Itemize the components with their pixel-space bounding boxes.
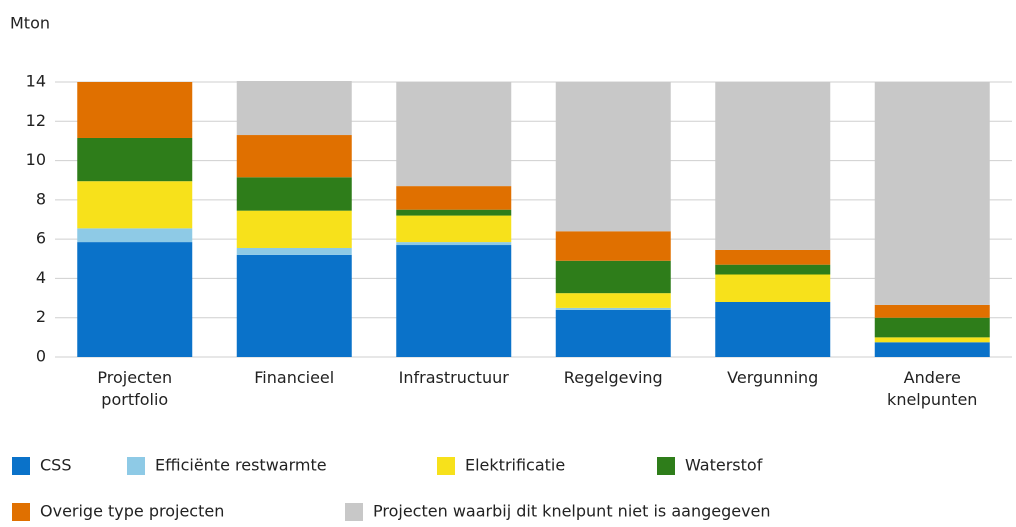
bar-segment <box>236 81 352 136</box>
bar-segment <box>555 231 671 261</box>
y-tick-label: 12 <box>26 111 46 130</box>
bar-segment <box>236 247 352 255</box>
x-tick-label: Infrastructuur <box>399 368 510 387</box>
y-tick-label: 14 <box>26 72 46 91</box>
bar-segment <box>77 137 193 182</box>
legend-label: Efficiënte restwarmte <box>155 456 327 475</box>
y-axis-label: Mton <box>10 14 50 33</box>
bar-segment <box>396 186 512 210</box>
legend-label: Elektrificatie <box>465 456 565 475</box>
bar-segment <box>874 317 990 338</box>
legend-label: Projecten waarbij dit knelpunt niet is a… <box>373 502 771 521</box>
y-tick-label: 4 <box>36 268 46 287</box>
legend-swatch <box>12 503 30 521</box>
bar-segment <box>77 82 193 138</box>
bar-segment <box>874 337 990 343</box>
legend-label: Waterstof <box>685 456 763 475</box>
bar-segment <box>77 228 193 243</box>
x-tick-label: Regelgeving <box>564 368 663 387</box>
x-tick-label: Andere knelpunten <box>887 368 977 409</box>
bar-segment <box>555 260 671 294</box>
bar-segment <box>555 309 671 357</box>
y-tick-label: 2 <box>36 307 46 326</box>
y-tick-label: 8 <box>36 189 46 208</box>
bar-segment <box>236 135 352 178</box>
bar-segment <box>555 82 671 232</box>
bar-segment <box>77 181 193 229</box>
bar-segment <box>396 215 512 243</box>
bar-segment <box>555 307 671 310</box>
legend-swatch <box>127 457 145 475</box>
legend-label: CSS <box>40 456 71 475</box>
bar-segment <box>236 177 352 211</box>
bar-segment <box>874 342 990 357</box>
bar-segment <box>236 254 352 357</box>
legend-swatch <box>12 457 30 475</box>
x-tick-label: Financieel <box>254 368 334 387</box>
bar-segment <box>555 293 671 308</box>
legend-swatch <box>345 503 363 521</box>
legend-swatch <box>657 457 675 475</box>
bar-segment <box>715 82 831 250</box>
x-tick-label: Vergunning <box>727 368 818 387</box>
bar-segment <box>77 242 193 357</box>
bar-segment <box>396 82 512 187</box>
bar-segment <box>236 210 352 248</box>
bar-segment <box>396 245 512 357</box>
bar-segment <box>396 209 512 216</box>
bar-segment <box>874 304 990 318</box>
legend-swatch <box>437 457 455 475</box>
x-tick-label: Projecten portfolio <box>97 368 172 409</box>
bar-segment <box>715 302 831 357</box>
bar-segment <box>715 249 831 265</box>
y-tick-label: 6 <box>36 229 46 248</box>
bar-segment <box>396 242 512 246</box>
bar-segment <box>715 274 831 302</box>
bar-segment <box>874 82 990 305</box>
y-tick-label: 10 <box>26 150 46 169</box>
legend-label: Overige type projecten <box>40 502 224 521</box>
y-tick-label: 0 <box>36 347 46 366</box>
bar-segment <box>715 264 831 275</box>
